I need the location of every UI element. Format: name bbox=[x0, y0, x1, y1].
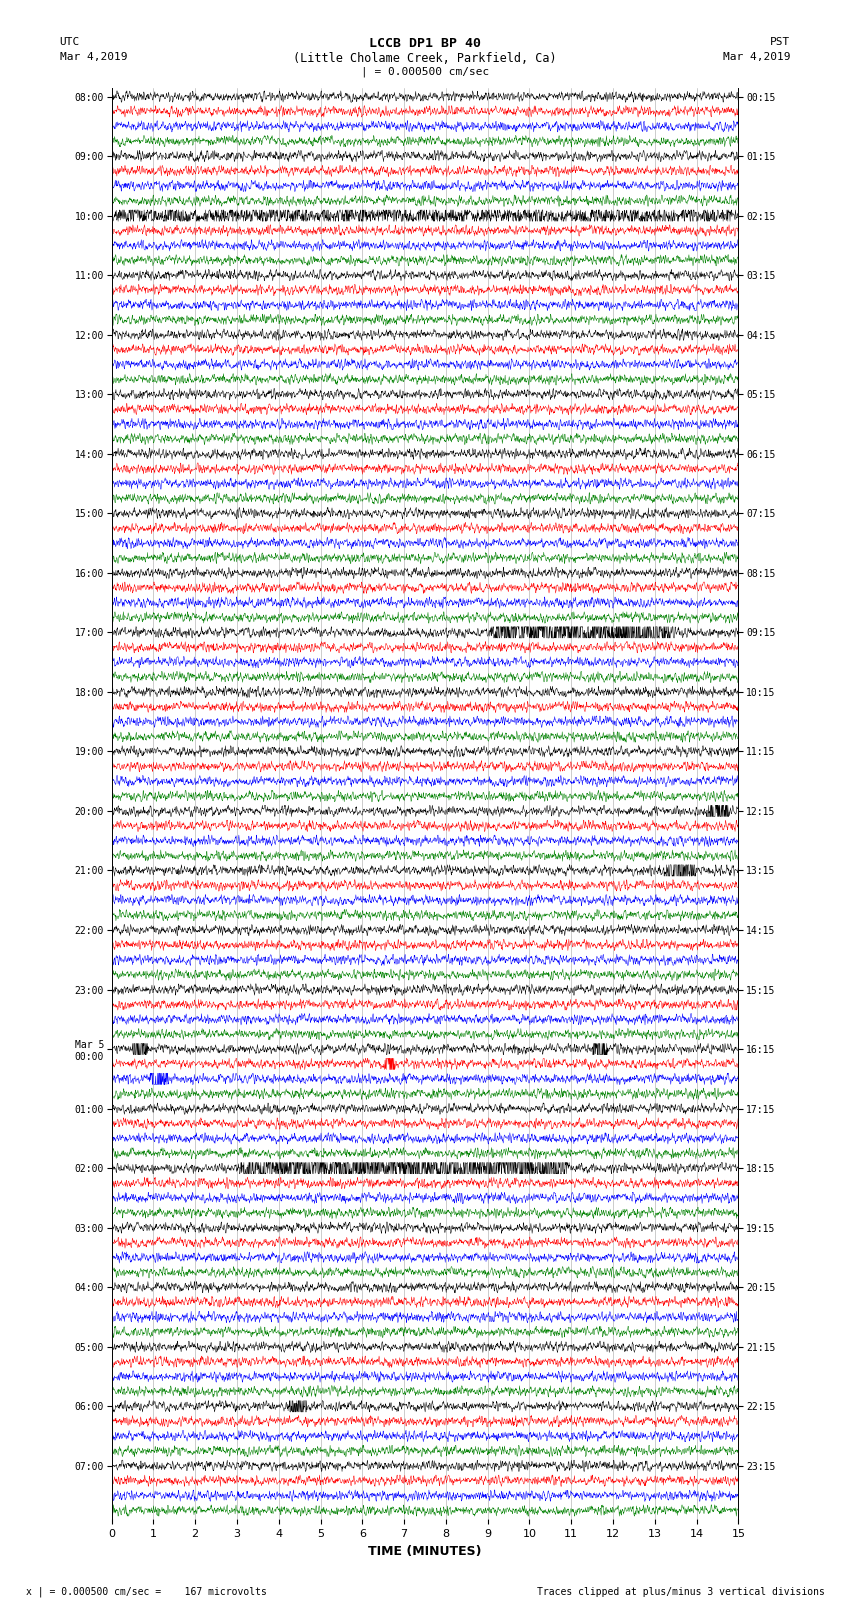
Text: Mar 4,2019: Mar 4,2019 bbox=[60, 52, 127, 61]
Text: (Little Cholame Creek, Parkfield, Ca): (Little Cholame Creek, Parkfield, Ca) bbox=[293, 52, 557, 65]
X-axis label: TIME (MINUTES): TIME (MINUTES) bbox=[368, 1545, 482, 1558]
Text: PST: PST bbox=[770, 37, 790, 47]
Text: Mar 4,2019: Mar 4,2019 bbox=[723, 52, 791, 61]
Text: x | = 0.000500 cm/sec =    167 microvolts: x | = 0.000500 cm/sec = 167 microvolts bbox=[26, 1586, 266, 1597]
Text: UTC: UTC bbox=[60, 37, 80, 47]
Text: | = 0.000500 cm/sec: | = 0.000500 cm/sec bbox=[361, 66, 489, 77]
Text: Traces clipped at plus/minus 3 vertical divisions: Traces clipped at plus/minus 3 vertical … bbox=[536, 1587, 824, 1597]
Text: LCCB DP1 BP 40: LCCB DP1 BP 40 bbox=[369, 37, 481, 50]
